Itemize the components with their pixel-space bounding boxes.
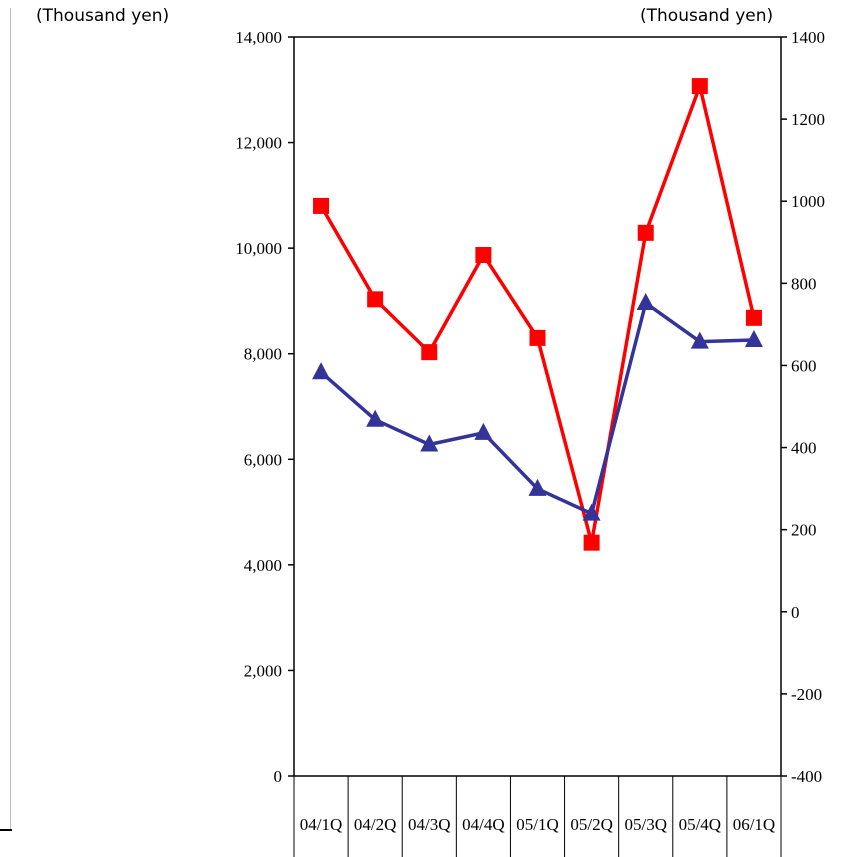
tick-labels-layer: 0 2,000 4,000 6,000 8,000 10,000 12,000 14,000 -… [235, 28, 825, 834]
right-axis-tick-label: 200 [791, 521, 817, 540]
left-axis-unit-label: (Thousand yen) [36, 6, 170, 26]
x-category-label: 04/2Q [354, 815, 397, 834]
data-point-square [475, 247, 492, 264]
data-point-square [583, 534, 600, 551]
data-point-square [745, 309, 762, 326]
x-category-label: 05/3Q [624, 815, 667, 834]
data-point-triangle [366, 409, 385, 427]
right-axis-unit-label: (Thousand yen) [640, 6, 774, 26]
data-point-triangle [636, 293, 655, 311]
right-axis-tick-label: 1400 [791, 28, 825, 47]
right-axis-tick-label: -400 [791, 767, 822, 786]
right-axis-tick-label: -200 [791, 685, 822, 704]
series-markers-layer [312, 78, 763, 551]
right-axis-tick-label: 0 [791, 603, 800, 622]
data-point-square [529, 329, 546, 346]
right-axis-tick-label: 1000 [791, 192, 825, 211]
x-category-label: 04/1Q [300, 815, 343, 834]
data-point-square [367, 291, 384, 308]
x-category-label: 05/4Q [679, 815, 722, 834]
left-axis-tick-label: 8,000 [244, 345, 282, 364]
right-axis-tick-label: 800 [791, 274, 817, 293]
x-category-label: 04/3Q [408, 815, 451, 834]
right-axis-tick-label: 600 [791, 356, 817, 375]
x-category-label: 06/1Q [733, 815, 776, 834]
data-point-square [421, 344, 438, 361]
x-category-label: 04/4Q [462, 815, 505, 834]
series-lines-layer [319, 84, 756, 545]
data-point-triangle [690, 331, 709, 349]
left-axis-tick-label: 2,000 [244, 661, 282, 680]
left-axis-tick-label: 14,000 [235, 28, 282, 47]
series-line-red [319, 84, 756, 545]
data-point-triangle [312, 362, 331, 380]
data-point-triangle [474, 422, 493, 440]
data-point-square [313, 197, 330, 214]
data-point-square [691, 78, 708, 95]
left-axis-tick-label: 10,000 [235, 239, 282, 258]
data-point-triangle [528, 478, 547, 496]
left-axis-tick-label: 0 [274, 767, 283, 786]
left-panel-border [10, 8, 11, 830]
data-point-square [637, 224, 654, 241]
left-axis-tick-label: 4,000 [244, 556, 282, 575]
x-category-label: 05/1Q [516, 815, 559, 834]
right-axis-tick-label: 1200 [791, 110, 825, 129]
right-axis-tick-label: 400 [791, 439, 817, 458]
left-axis-tick-label: 6,000 [244, 450, 282, 469]
data-point-triangle [420, 434, 439, 452]
x-category-label: 05/2Q [570, 815, 613, 834]
data-point-triangle [744, 329, 763, 347]
left-axis-tick-label: 12,000 [235, 134, 282, 153]
data-point-triangle [582, 503, 601, 521]
left-panel-corner [0, 829, 12, 831]
axes-layer [288, 36, 787, 857]
